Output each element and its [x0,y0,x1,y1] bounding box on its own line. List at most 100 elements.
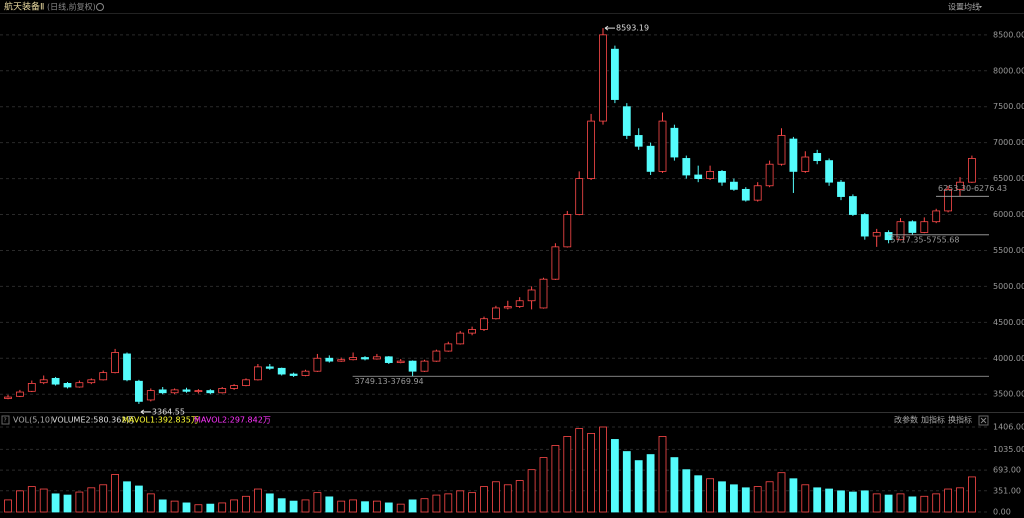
y-tick-label: 6000.00 [993,210,1024,219]
volume-bar [706,478,714,513]
candle-body [277,367,286,375]
candle-body [968,158,976,183]
volume-bar [634,460,643,513]
volume-bar [158,499,167,513]
candle-body [182,389,191,392]
volume-bar [801,484,810,513]
volume-bar [753,486,762,513]
close-button[interactable] [978,415,989,426]
candle-body [587,120,595,179]
candle-body [313,357,322,372]
candle-body [515,300,524,307]
volume-bar [170,500,179,513]
candle-body [206,390,215,394]
volume-bar [277,498,286,513]
volume-bar [361,501,369,513]
volume-bar [563,436,572,513]
volume-bar [599,426,607,513]
range-label: 5717.35-5755.68 [890,235,959,244]
candle-body [801,156,810,172]
volume-bar [432,494,441,513]
y-tick-label: 3500.00 [993,390,1024,399]
candle-body [563,214,572,248]
volume-bar [15,490,24,513]
vol-tick-label: 1035.00 [993,445,1024,454]
candle-body [527,289,536,302]
volume-bar [39,488,48,513]
candle-body [539,278,548,309]
help-icon[interactable] [1,415,10,425]
candle-body [456,332,465,345]
volume-bar [468,492,477,513]
volume-bar [575,428,584,513]
vol-value: VOLUME2:580.362万 [52,416,134,425]
volume-bar [968,476,976,513]
candle-body [372,356,381,360]
candle-body [706,170,714,179]
volume-bar [551,445,560,513]
volume-bar [682,469,691,513]
volume-bar [837,490,845,513]
volume-bar [99,484,108,513]
candle-body [87,379,96,384]
ma-menu[interactable]: 设置均线 [948,2,980,12]
candle-body [63,383,72,388]
dropdown-arrow [979,6,982,8]
volume-bar [206,503,215,513]
volume-bar [646,454,655,513]
volume-bar [372,500,381,513]
candle-body [408,360,417,372]
volume-bar [75,491,84,513]
y-tick-label: 5500.00 [993,246,1024,255]
candle-body [396,360,405,363]
volume-bar [825,488,833,513]
candle-body [920,221,929,233]
candle-body [253,366,262,381]
volume-bar [884,494,893,513]
candle-body [15,391,24,397]
candle-body [718,170,726,183]
y-tick-label: 8000.00 [993,66,1024,75]
volume-bar [111,474,119,513]
candle-body [111,352,119,374]
y-tick-label: 4500.00 [993,318,1024,327]
candle-body [134,380,143,402]
candle-body [158,389,167,394]
volume-bar [242,495,250,513]
mavol1: MAVOL1:392.835万 [122,416,199,425]
settings-icon[interactable] [96,3,104,11]
volume-bar [349,499,358,513]
extreme-label: 3364.55 [152,407,185,416]
vol-tick-label: 0.00 [993,508,1011,517]
chart-title: 航天装备Ⅱ [4,1,44,13]
candle-body [646,145,655,172]
vol-tick-label: 693.00 [993,466,1021,475]
volume-bar [420,498,429,513]
candle-body [337,359,346,362]
volume-bar [491,481,500,513]
volume-bar [718,481,726,513]
candle-body [432,350,441,362]
candle-body [289,373,298,376]
candle-body [849,196,857,215]
candle-body [325,357,334,362]
vol-tick-label: 351.00 [993,486,1021,495]
volume-bar [587,433,595,513]
volume-bar [539,457,548,513]
candle-body [634,135,643,147]
volume-bar [253,488,262,513]
volume-bar [337,500,346,513]
candle-body [39,379,48,384]
candle-body [765,163,774,187]
volume-bar [63,494,72,513]
candle-body [51,377,60,385]
volume-bar [670,457,679,513]
volume-bar [4,499,12,513]
volume-bar [932,493,941,513]
volume-bar [908,496,917,513]
volume-bar [944,488,952,513]
candle-body [218,388,227,394]
volume-bar [408,499,417,513]
candle-body [27,383,36,392]
